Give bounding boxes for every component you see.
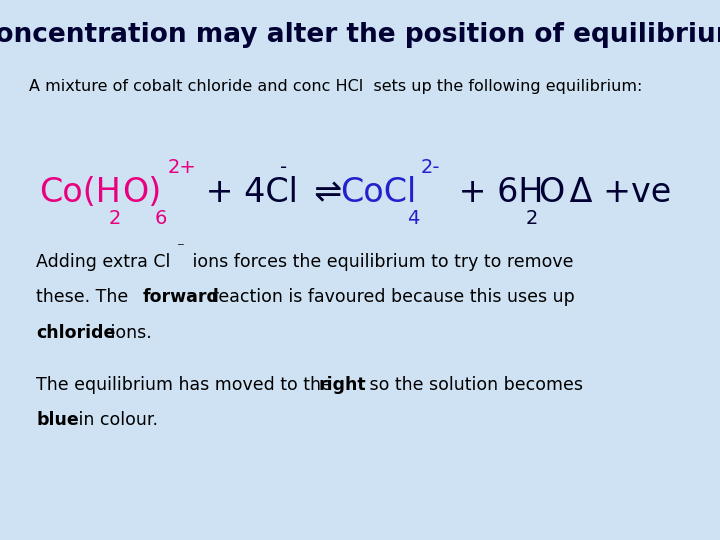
Text: CoCl: CoCl (341, 177, 417, 210)
Text: 4: 4 (408, 209, 420, 228)
Text: chloride: chloride (36, 323, 115, 341)
Text: -: - (280, 158, 287, 177)
Text: O): O) (122, 177, 161, 210)
Text: ions.: ions. (105, 323, 152, 341)
Text: ⇌: ⇌ (293, 177, 364, 210)
Text: 6: 6 (155, 209, 167, 228)
Text: O: O (539, 177, 564, 210)
Text: these. The: these. The (36, 288, 139, 306)
Text: Δ +ve: Δ +ve (559, 177, 671, 210)
Text: Adding extra Cl: Adding extra Cl (36, 253, 171, 271)
Text: 2-: 2- (420, 158, 440, 177)
Text: ⁻: ⁻ (176, 240, 184, 255)
Text: 2+: 2+ (168, 158, 197, 177)
Text: in colour.: in colour. (73, 411, 158, 429)
Text: forward: forward (143, 288, 220, 306)
Text: right: right (319, 376, 366, 394)
Text: so the solution becomes: so the solution becomes (364, 376, 582, 394)
Text: A mixture of cobalt chloride and conc HCl  sets up the following equilibrium:: A mixture of cobalt chloride and conc HC… (29, 79, 642, 94)
Text: Concentration may alter the position of equilibrium: Concentration may alter the position of … (0, 22, 720, 48)
Text: reaction is favoured because this uses up: reaction is favoured because this uses u… (206, 288, 575, 306)
Text: The equilibrium has moved to the: The equilibrium has moved to the (36, 376, 338, 394)
Text: 2: 2 (109, 209, 121, 228)
Text: 2: 2 (526, 209, 538, 228)
Text: Co(H: Co(H (40, 177, 122, 210)
Text: blue: blue (36, 411, 78, 429)
Text: ions forces the equilibrium to try to remove: ions forces the equilibrium to try to re… (187, 253, 574, 271)
Text: + 4Cl: + 4Cl (195, 177, 298, 210)
Text: + 6H: + 6H (448, 177, 543, 210)
